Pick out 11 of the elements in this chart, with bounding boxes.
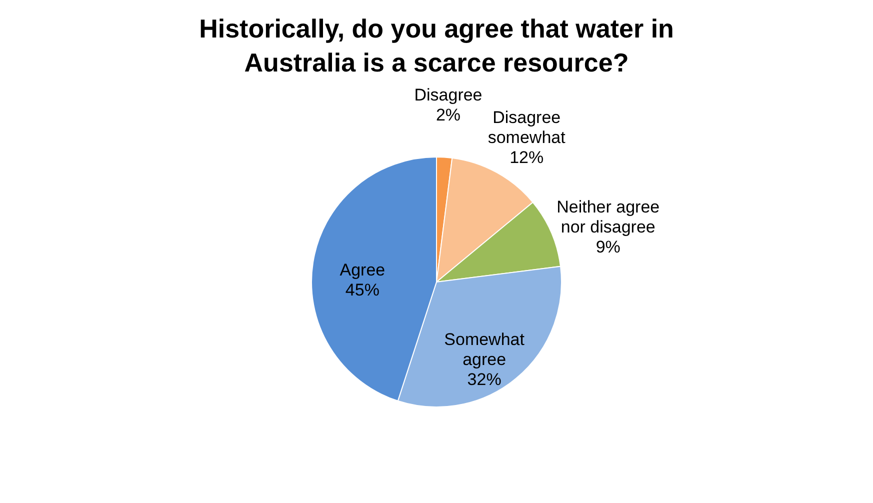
slice-label: Disagree somewhat	[488, 108, 566, 148]
data-label: 32%	[467, 370, 502, 389]
slice-label: Disagree	[414, 85, 482, 104]
data-label: 9%	[596, 238, 620, 257]
data-label: 45%	[345, 280, 380, 300]
data-label: 2%	[436, 105, 461, 124]
slice-label: Agree	[340, 260, 386, 280]
data-label: 12%	[510, 148, 544, 168]
slice-label: Neither agree nor disagree	[556, 198, 660, 237]
slice-label: Somewhat agree	[444, 330, 525, 369]
chart-title: Historically, do you agree that water in Australia is a scarce resource?	[199, 13, 674, 78]
